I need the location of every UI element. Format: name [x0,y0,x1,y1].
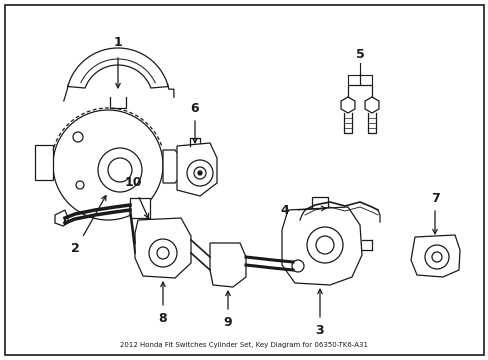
Polygon shape [35,145,53,180]
Text: 9: 9 [223,315,232,328]
Polygon shape [55,210,68,226]
Text: 6: 6 [190,102,199,114]
Polygon shape [209,243,245,287]
Polygon shape [365,97,378,113]
Text: 10: 10 [124,176,142,189]
Text: 4: 4 [280,203,289,216]
Polygon shape [135,218,191,278]
Circle shape [198,171,202,175]
Text: 8: 8 [159,311,167,324]
Text: 2: 2 [70,242,79,255]
Circle shape [291,260,304,272]
Polygon shape [68,48,168,88]
Polygon shape [340,97,354,113]
Polygon shape [410,235,459,277]
Polygon shape [130,198,150,218]
Text: 5: 5 [355,49,364,62]
Polygon shape [282,207,361,285]
Circle shape [53,110,163,220]
Text: 7: 7 [430,192,439,204]
Circle shape [98,148,142,192]
Text: 3: 3 [315,324,324,337]
Polygon shape [163,150,183,183]
Polygon shape [177,143,217,196]
Text: 1: 1 [113,36,122,49]
Text: 2012 Honda Fit Switches Cylinder Set, Key Diagram for 06350-TK6-A31: 2012 Honda Fit Switches Cylinder Set, Ke… [120,342,367,348]
